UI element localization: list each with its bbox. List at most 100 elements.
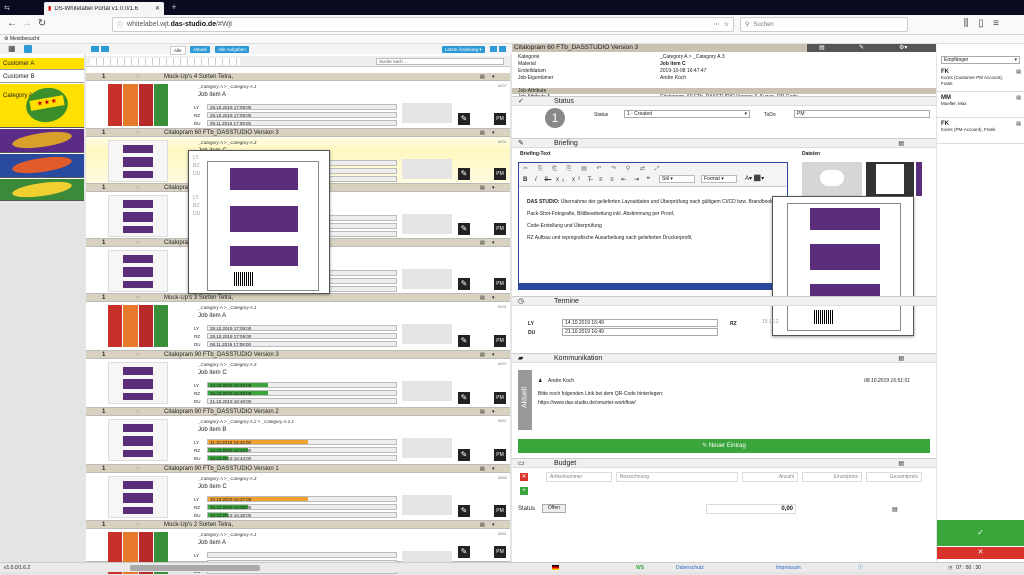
job-item-print-icon[interactable]: ▤ [480,130,485,136]
pm-button[interactable]: PM [494,392,506,404]
job-item-thumbnail[interactable] [108,195,168,237]
job-list-item[interactable]: 1 ○ Citalopram 90 FTb_DASSTUDIO Version … [86,465,510,521]
budget-field[interactable]: Gesamtpreis [866,472,922,482]
komm-action-icon[interactable]: ▤ [898,356,904,362]
cancel-button[interactable]: ✕ [937,547,1024,559]
library-icon[interactable]: ⫼ [963,18,969,29]
customer-item-a[interactable]: Customer A [0,58,84,70]
rz-date-input[interactable]: 15.10.2 [762,319,779,325]
job-item-thumbnail[interactable] [108,419,168,461]
job-item-thumbnail[interactable] [108,250,168,292]
close-tab-icon[interactable]: ✕ [154,6,160,12]
job-item-menu-icon[interactable]: ▾ [492,185,495,191]
browser-tab[interactable]: ▮ DS-Whitelabel Portal v1.0.0/1.6 ✕ [44,2,164,15]
job-item-menu-icon[interactable]: ▾ [492,352,495,358]
forward-icon[interactable]: → [22,18,32,29]
pm-button[interactable]: PM [494,113,506,125]
job-item-menu-icon[interactable]: ▾ [492,295,495,301]
job-item-print-icon[interactable]: ▤ [480,409,485,415]
tab-list-icon[interactable]: ⇆ [4,5,10,12]
document-icon[interactable] [24,45,32,53]
remove-row-icon[interactable]: ✕ [520,473,528,481]
search-bar[interactable]: ⚲ Suchen [740,17,908,32]
grid-menu-icon[interactable]: ▦ [8,44,16,53]
imprint-link[interactable]: Impressum [776,565,801,571]
file-thumbnail[interactable] [866,162,914,196]
ly-date-input[interactable]: 14.10.2019 16:49 [562,319,718,327]
budget-field[interactable]: Bezeichnung [616,472,738,482]
edit-pencil-icon[interactable]: ✎ [458,278,470,290]
todo-select[interactable]: PM [794,110,930,118]
recipient-item[interactable]: FK Kores (PM-Account), Frank ▤ [937,118,1024,144]
budget-field[interactable]: Einzelpreis [802,472,862,482]
new-tab-icon[interactable]: + [171,2,177,12]
job-item-menu-icon[interactable]: ▾ [492,409,495,415]
url-bar[interactable]: ⓘ whitelabel.wjt.das-studio.de/#Wjt ⋯ ☆ [112,17,734,32]
pm-button[interactable]: PM [494,223,506,235]
text-color-icon[interactable]: A▾ ⬛▾ [745,176,765,182]
job-item-thumbnail[interactable] [108,362,168,404]
job-item-print-icon[interactable]: ▤ [480,240,485,246]
job-item-menu-icon[interactable]: ▾ [492,130,495,136]
job-item-menu-icon[interactable]: ▾ [492,466,495,472]
refresh-icon[interactable] [499,46,506,52]
edit-pencil-icon[interactable]: ✎ [458,113,470,125]
pm-button[interactable]: PM [494,449,506,461]
style-select[interactable]: Stil ▾ [659,175,695,183]
job-list-item[interactable]: 1 ○ Citalopram 90 FTb_DASSTUDIO Version … [86,351,510,408]
add-row-icon[interactable]: + [520,487,528,495]
category-tile-blue[interactable] [0,153,84,178]
edit-icon[interactable]: ✎ [859,45,865,51]
status-select[interactable]: 1 - Created ▾ [624,110,750,118]
pm-button[interactable]: PM [494,505,506,517]
budget-save-icon[interactable]: ▤ [892,507,898,513]
editor-toolbar-row1[interactable]: ✂ ⎘ ⎗ ⎘ ▤ ↶ ↷ ⚲ ⇄ ⤢ [523,166,664,172]
komm-tab-current[interactable]: Aktuell [518,370,532,430]
confirm-button[interactable]: ✓ [937,520,1024,546]
recipient-select[interactable]: Empfänger ▾ [941,56,1020,64]
job-item-menu-icon[interactable]: ▾ [492,522,495,528]
print-icon[interactable]: ▤ [819,45,825,51]
job-item-print-icon[interactable]: ▤ [480,185,485,191]
format-select[interactable]: Format ▾ [701,175,737,183]
pm-button[interactable]: PM [494,278,506,290]
edit-pencil-icon[interactable]: ✎ [458,392,470,404]
pagination[interactable] [90,58,240,65]
recipient-remove-icon[interactable]: ▤ [1016,95,1021,101]
job-item-thumbnail[interactable] [108,305,168,347]
job-item-menu-icon[interactable]: ▾ [492,240,495,246]
reload-icon[interactable]: ↻ [37,18,47,29]
job-item-print-icon[interactable]: ▤ [480,466,485,472]
privacy-link[interactable]: Datenschutz [676,565,704,571]
job-list-item[interactable]: 1 ○ Mock-Up's 3 Sorten Tetra, ▤ ▾ _Categ… [86,294,510,351]
list-search-input[interactable]: Suche nach ... [376,58,504,65]
settings-dropdown-icon[interactable]: ⚙▾ [899,45,908,51]
job-item-thumbnail[interactable] [108,476,168,518]
pm-button[interactable]: PM [494,168,506,180]
filter-tasks-button[interactable]: Alle Aufgaben [215,46,249,53]
back-icon[interactable]: ← [7,18,17,29]
edit-pencil-icon[interactable]: ✎ [458,546,470,558]
edit-pencil-icon[interactable]: ✎ [458,505,470,517]
sort-dropdown[interactable]: Letzte Änderung ▾ [442,46,485,53]
budget-status-button[interactable]: Offen [542,504,566,513]
recipient-remove-icon[interactable]: ▤ [1016,69,1021,75]
pm-button[interactable]: PM [494,546,506,558]
sidebar-toggle-icon[interactable]: ▯ [978,18,984,29]
page-actions-icon[interactable]: ⋯ [713,22,720,28]
job-list-item[interactable]: 1 ○ Mock-Up's 4 Sorten Tetra, ▤ ▾ _Categ… [86,73,510,129]
edit-pencil-icon[interactable]: ✎ [458,449,470,461]
pm-button[interactable]: PM [494,335,506,347]
german-flag-icon[interactable] [552,565,559,570]
edit-pencil-icon[interactable]: ✎ [458,223,470,235]
info-icon[interactable]: ⓘ [858,565,864,571]
bookmark-most-visited[interactable]: Meistbesucht [9,36,40,42]
job-item-thumbnail[interactable] [108,140,168,182]
job-item-menu-icon[interactable]: ▾ [492,74,495,80]
edit-pencil-icon[interactable]: ✎ [458,335,470,347]
job-list-item[interactable]: 1 ○ Citalopram 90 FTb_DASSTUDIO Version … [86,408,510,465]
recipient-item[interactable]: MM Mueller, Max ▤ [937,92,1024,118]
editor-toolbar-row2[interactable]: B I S x₂ x² T̶ ≡ ≡ ⇤ ⇥ ❝ [523,177,653,183]
briefing-edit-icon[interactable]: ▤ [898,141,904,147]
customer-item-b[interactable]: Customer B [0,71,84,83]
